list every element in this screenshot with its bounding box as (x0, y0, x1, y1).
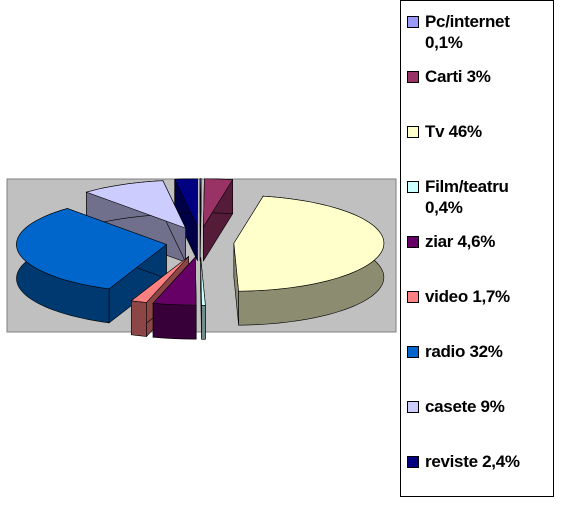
legend-swatch (407, 126, 419, 138)
legend-swatch (407, 456, 419, 468)
legend-swatch (407, 16, 419, 28)
slice-side (201, 304, 206, 340)
legend-entry: Film/teatru 0,4% (407, 176, 552, 218)
legend-entry: Pc/internet 0,1% (407, 11, 552, 53)
legend-label: radio 32% (425, 342, 503, 361)
slice (16, 208, 168, 290)
legend-entry: casete 9% (407, 396, 552, 417)
legend-entry: Carti 3% (407, 66, 552, 87)
legend-swatch (407, 401, 419, 413)
slice (203, 178, 234, 228)
slice (85, 180, 187, 229)
legend-swatch (407, 236, 419, 248)
slice (199, 178, 202, 227)
legend-label: ziar 4,6% (425, 232, 496, 251)
legend: Pc/internet 0,1% Carti 3% Tv 46% Film/teatr… (400, 0, 554, 497)
legend-entry: Tv 46% (407, 121, 552, 142)
slice (233, 195, 385, 292)
legend-entry: reviste 2,4% (407, 451, 552, 472)
legend-entry: radio 32% (407, 341, 552, 362)
legend-swatch (407, 291, 419, 303)
legend-label: casete 9% (425, 397, 505, 416)
slice (200, 257, 206, 306)
slice (130, 256, 189, 303)
legend-entry: video 1,7% (407, 286, 552, 307)
slice-side (152, 302, 197, 340)
legend-entry: ziar 4,6% (407, 231, 552, 252)
legend-label: reviste 2,4% (425, 452, 520, 471)
legend-label: Pc/internet 0,1% (425, 12, 510, 52)
slice (174, 178, 198, 227)
legend-swatch (407, 71, 419, 83)
legend-label: video 1,7% (425, 287, 510, 306)
legend-label: Tv 46% (425, 122, 482, 141)
legend-swatch (407, 181, 419, 193)
legend-label: Film/teatru 0,4% (425, 177, 509, 217)
slice-side (130, 300, 147, 337)
slice (152, 256, 197, 306)
legend-label: Carti 3% (425, 67, 491, 86)
legend-swatch (407, 346, 419, 358)
chart (6, 178, 397, 340)
